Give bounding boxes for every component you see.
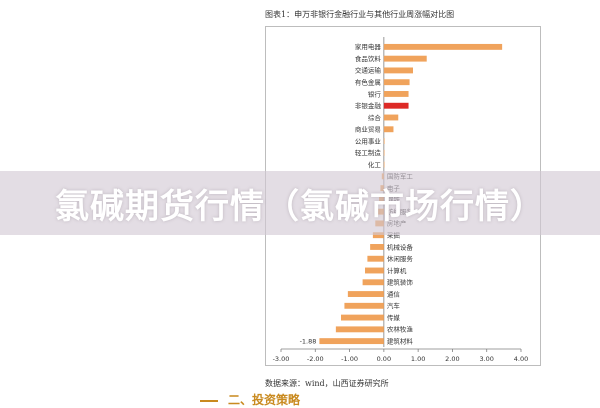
bar bbox=[372, 232, 384, 239]
bar bbox=[341, 314, 384, 321]
bar bbox=[347, 291, 384, 297]
bar bbox=[383, 91, 409, 97]
chart-bars bbox=[319, 43, 503, 345]
bar bbox=[383, 161, 385, 168]
x-tick-label: -3.00 bbox=[273, 355, 290, 363]
bar bbox=[362, 279, 384, 286]
x-tick-label: 4.00 bbox=[514, 355, 528, 363]
banner-title: 氯碱期货行情（氯碱市场行情） bbox=[55, 186, 545, 227]
category-label: 家用电器 bbox=[355, 42, 382, 51]
category-label: 机械设备 bbox=[387, 242, 414, 251]
bar bbox=[344, 302, 384, 309]
bar bbox=[383, 149, 385, 156]
category-label: 综合 bbox=[368, 113, 382, 122]
category-label: 有色金属 bbox=[355, 77, 381, 86]
category-label: 轻工制造 bbox=[355, 148, 382, 157]
section-heading-text: 二、投资策略 bbox=[228, 393, 301, 407]
category-label: 建筑装饰 bbox=[387, 278, 414, 287]
x-tick-label: 1.00 bbox=[411, 355, 425, 363]
bar bbox=[383, 67, 413, 74]
bar bbox=[335, 326, 384, 333]
category-label: 农林牧渔 bbox=[387, 325, 414, 334]
category-label: 通信 bbox=[387, 289, 401, 298]
x-tick-label: 2.00 bbox=[445, 355, 459, 363]
category-label: 化工 bbox=[368, 160, 382, 169]
category-label: 商业贸易 bbox=[355, 125, 381, 134]
bar bbox=[383, 138, 385, 144]
category-label: 银行 bbox=[368, 89, 382, 98]
category-label: 公用事业 bbox=[355, 136, 382, 145]
bar bbox=[370, 244, 384, 250]
bar bbox=[383, 114, 399, 121]
category-label: 传媒 bbox=[387, 313, 401, 322]
bar bbox=[367, 255, 384, 262]
category-label: 休闲服务 bbox=[387, 254, 414, 263]
x-tick-label: 0.00 bbox=[377, 355, 391, 363]
bar bbox=[383, 43, 503, 50]
x-tick-label: 3.00 bbox=[479, 355, 493, 363]
category-label: 建筑材料 bbox=[387, 336, 414, 345]
bar bbox=[383, 79, 410, 86]
category-label: 计算机 bbox=[387, 266, 407, 275]
data-label: -1.88 bbox=[300, 337, 317, 345]
bar bbox=[383, 102, 409, 109]
category-label: 交通运输 bbox=[355, 66, 382, 75]
category-label: 汽车 bbox=[387, 301, 401, 310]
figure-title: 图表1：申万非银行金融行业与其他行业周涨幅对比图 bbox=[265, 10, 455, 19]
watermark-banner: 氯碱期货行情（氯碱市场行情） bbox=[0, 171, 600, 235]
x-tick-label: -1.00 bbox=[341, 355, 358, 363]
bar bbox=[365, 267, 384, 274]
source-note: 数据来源：wind，山西证券研究所 bbox=[265, 379, 389, 388]
category-label: 食品饮料 bbox=[355, 54, 382, 63]
bar bbox=[383, 126, 394, 133]
category-label: 非银金融 bbox=[355, 101, 382, 110]
bar bbox=[319, 338, 384, 345]
x-tick-label: -2.00 bbox=[307, 355, 324, 363]
bar bbox=[383, 55, 427, 62]
